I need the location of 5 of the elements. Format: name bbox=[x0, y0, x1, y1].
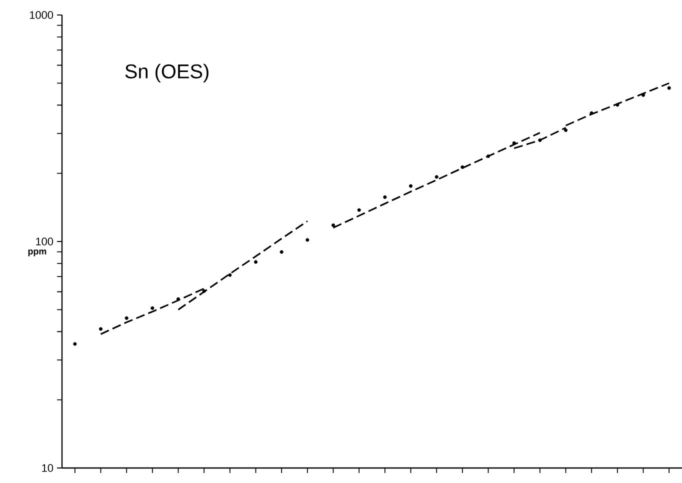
y-tick-label: 1000 bbox=[30, 11, 54, 19]
y-tick-label: 10 bbox=[42, 464, 54, 472]
text: Sn (OES) bbox=[125, 64, 208, 82]
y-axis-title: ppm bbox=[28, 250, 46, 256]
y-tick-label: 100 bbox=[36, 238, 54, 246]
